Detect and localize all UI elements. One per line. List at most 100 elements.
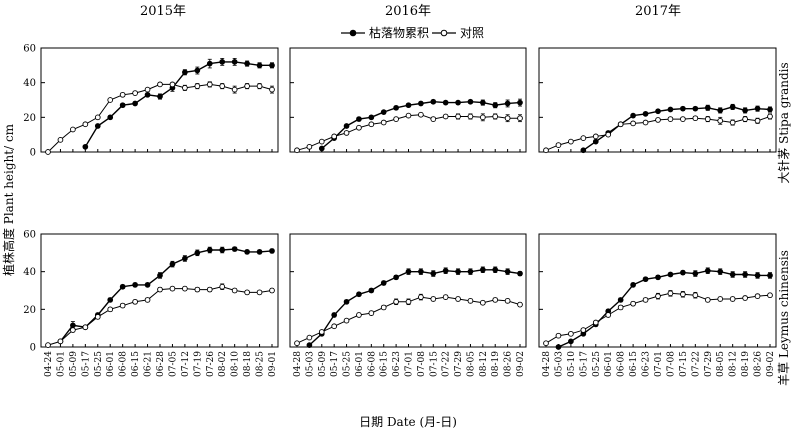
data-point-control bbox=[630, 300, 636, 307]
x-tick-label: 08-19 bbox=[491, 351, 501, 377]
y-tick-label: 0 bbox=[30, 148, 36, 159]
data-point-litter bbox=[442, 99, 449, 106]
x-tick-label: 06-08 bbox=[367, 351, 377, 377]
data-point-control bbox=[442, 113, 449, 120]
column-title-2017: 2017年 bbox=[635, 4, 681, 19]
data-point-litter bbox=[742, 107, 748, 114]
data-point-litter bbox=[492, 266, 499, 273]
data-point-control bbox=[45, 342, 51, 348]
data-point-control bbox=[107, 97, 114, 103]
series-line bbox=[84, 61, 272, 148]
x-tick-label: 06-15 bbox=[380, 351, 390, 377]
data-point-control bbox=[692, 115, 699, 122]
data-point-litter bbox=[119, 283, 126, 290]
data-point-litter bbox=[630, 282, 636, 288]
data-point-litter bbox=[256, 249, 263, 255]
x-tick-label: 06-08 bbox=[617, 351, 627, 377]
data-point-litter bbox=[343, 123, 350, 129]
data-point-control bbox=[94, 114, 101, 121]
panel-r1-c1: 04-28 05-03 05-09 05-17 05-25 06-01 06-08 06-15… bbox=[289, 233, 527, 377]
data-point-control bbox=[504, 115, 511, 122]
panel-r1-c2-frame bbox=[538, 233, 777, 348]
data-point-control bbox=[617, 121, 624, 128]
data-point-control bbox=[667, 290, 674, 297]
data-point-control bbox=[442, 294, 449, 300]
data-point-control bbox=[182, 285, 188, 292]
data-point-control bbox=[231, 86, 238, 93]
x-tick-label: 08-10 bbox=[231, 351, 241, 377]
data-point-control bbox=[504, 298, 511, 304]
x-tick-label: 07-15 bbox=[679, 351, 689, 377]
data-point-litter bbox=[517, 270, 523, 277]
data-point-control bbox=[543, 340, 549, 347]
data-point-control bbox=[704, 297, 711, 303]
x-tick-label: 05-25 bbox=[592, 351, 602, 377]
data-point-control bbox=[393, 116, 399, 122]
y-axis-title: 植株高度 Plant height/ cm bbox=[1, 123, 16, 276]
data-point-control bbox=[742, 295, 748, 301]
data-point-control bbox=[655, 117, 661, 123]
data-point-litter bbox=[492, 102, 499, 109]
data-point-litter bbox=[642, 111, 649, 117]
data-point-control bbox=[119, 91, 126, 98]
data-point-control bbox=[555, 142, 562, 148]
legend-marker-control bbox=[440, 29, 448, 37]
x-tick-label: 06-08 bbox=[119, 351, 129, 377]
data-point-litter bbox=[306, 342, 313, 348]
data-point-control bbox=[256, 289, 263, 296]
legend-marker-litter bbox=[349, 29, 357, 37]
data-point-litter bbox=[70, 322, 76, 329]
data-point-control bbox=[94, 314, 101, 320]
data-point-litter bbox=[667, 271, 674, 278]
x-tick-label: 06-01 bbox=[355, 351, 365, 377]
data-point-control bbox=[517, 301, 523, 308]
data-point-control bbox=[356, 312, 362, 318]
data-point-control bbox=[57, 137, 64, 143]
data-point-control bbox=[318, 138, 325, 145]
data-point-control bbox=[704, 116, 711, 122]
data-point-litter bbox=[555, 344, 562, 350]
data-point-control bbox=[667, 116, 674, 122]
data-point-control bbox=[479, 299, 486, 306]
x-tick-label: 08-12 bbox=[729, 351, 739, 377]
data-point-control bbox=[169, 285, 176, 292]
data-point-litter bbox=[380, 280, 387, 286]
data-point-litter bbox=[182, 69, 188, 76]
data-point-control bbox=[132, 298, 138, 305]
data-point-control bbox=[393, 298, 399, 305]
data-point-control bbox=[767, 292, 773, 299]
data-point-litter bbox=[568, 338, 574, 345]
data-point-control bbox=[82, 324, 89, 331]
row-label-leymus: 羊草 Leymus chinensis bbox=[776, 250, 791, 386]
data-point-control bbox=[194, 83, 201, 89]
x-tick-label: 07-29 bbox=[704, 351, 714, 377]
data-point-control bbox=[132, 90, 138, 96]
series-line bbox=[59, 248, 273, 342]
data-point-litter bbox=[82, 143, 89, 150]
column-title-2015: 2015年 bbox=[140, 4, 186, 19]
data-point-litter bbox=[692, 105, 699, 112]
data-point-control bbox=[343, 130, 350, 136]
data-point-control bbox=[82, 121, 89, 128]
x-tick-label: 08-05 bbox=[716, 351, 726, 377]
data-point-control bbox=[231, 287, 238, 294]
data-point-control bbox=[368, 121, 375, 128]
data-point-control bbox=[767, 113, 773, 120]
x-tick-label: 06-15 bbox=[131, 351, 141, 377]
data-point-litter bbox=[368, 287, 375, 294]
data-point-control bbox=[492, 113, 499, 120]
series-line bbox=[47, 286, 273, 346]
data-point-litter bbox=[393, 104, 399, 111]
data-point-control bbox=[492, 297, 499, 303]
data-point-control bbox=[206, 81, 213, 88]
data-point-control bbox=[517, 115, 523, 122]
data-point-control bbox=[70, 126, 76, 133]
data-point-litter bbox=[107, 114, 114, 121]
legend: 枯落物累积 对照 bbox=[341, 25, 484, 40]
data-point-control bbox=[680, 116, 686, 122]
x-tick-label: 08-26 bbox=[754, 351, 764, 377]
x-tick-label: 05-17 bbox=[330, 351, 340, 377]
data-point-litter bbox=[504, 100, 511, 107]
data-point-litter bbox=[107, 297, 114, 303]
